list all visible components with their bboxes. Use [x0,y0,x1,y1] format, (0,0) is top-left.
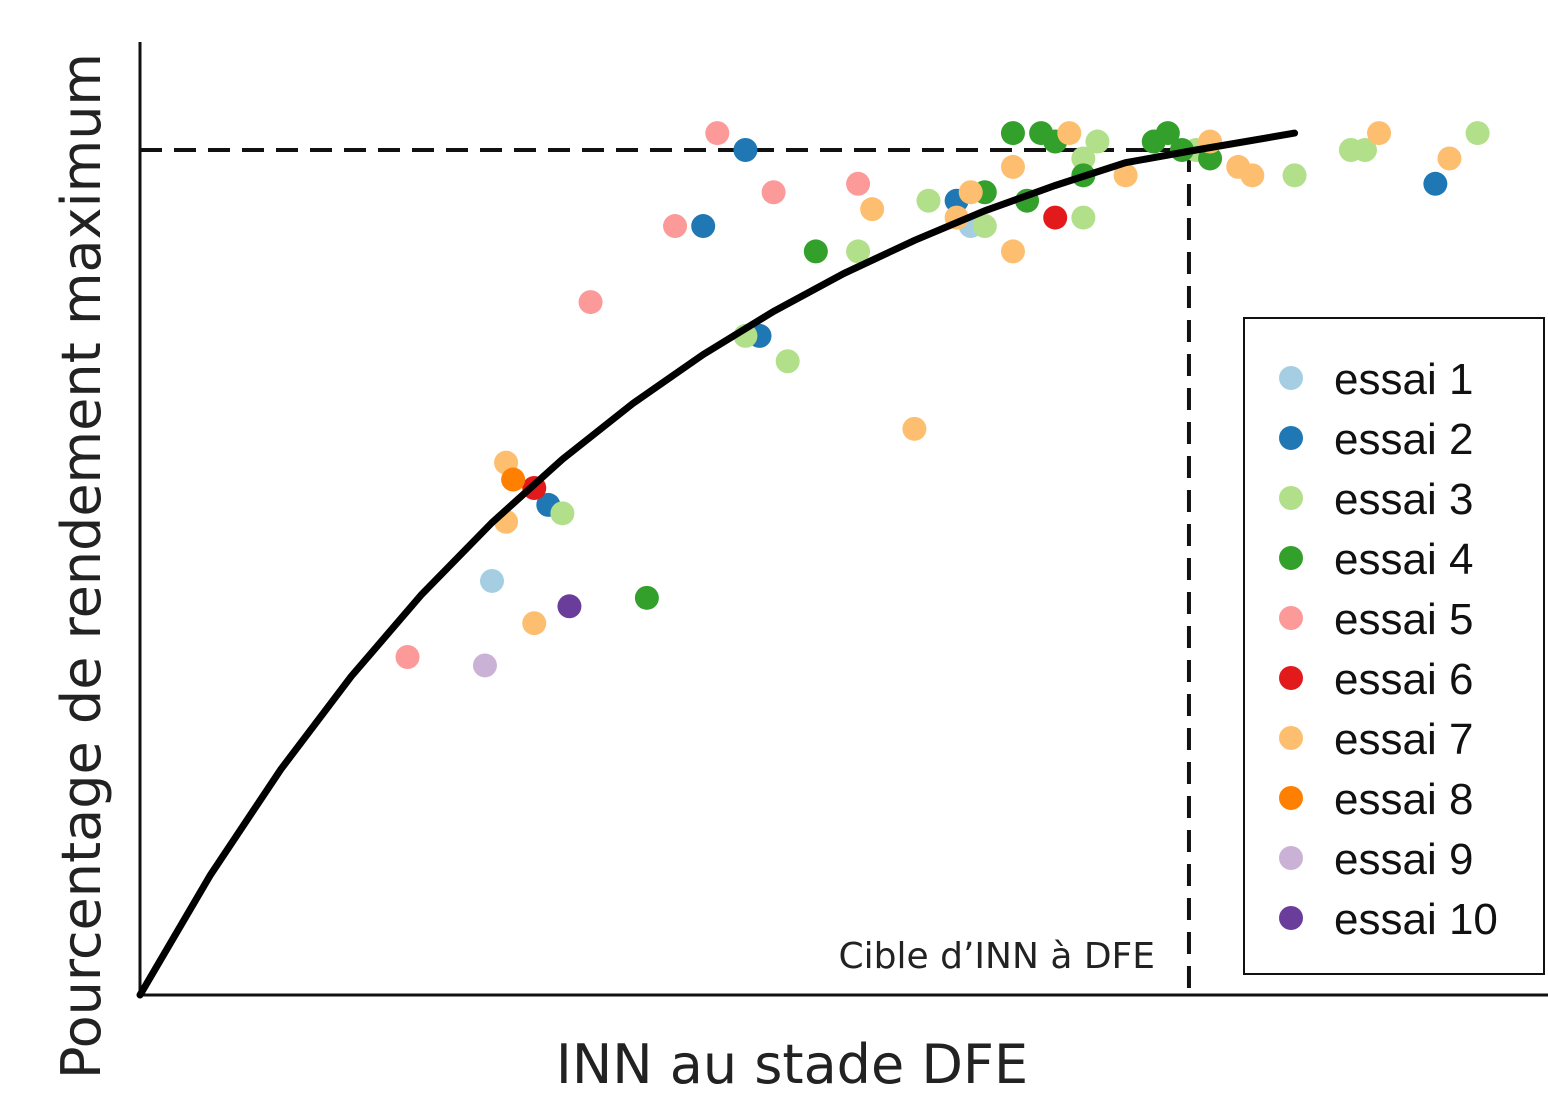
legend-marker-4 [1279,546,1303,570]
point-series5-5 [761,180,786,205]
point-series8-1 [501,467,526,492]
legend-marker-6 [1279,666,1303,690]
point-series3-8 [1071,205,1096,230]
point-series4-10 [1155,121,1180,146]
point-series5-4 [705,121,730,146]
point-series5-3 [663,214,688,239]
point-series7-8 [1000,239,1025,264]
point-series7-7 [958,180,983,205]
legend-marker-7 [1279,726,1303,750]
point-series4-5 [1000,121,1025,146]
point-series2-6 [1423,171,1448,196]
point-series3-3 [775,349,800,374]
legend-marker-10 [1279,906,1303,930]
point-series3-7 [1071,146,1096,171]
legend-label-10: essai 10 [1334,895,1498,944]
legend-label-5: essai 5 [1334,595,1473,644]
legend-marker-3 [1279,486,1303,510]
point-series4-2 [803,239,828,264]
point-series1-1 [480,568,504,593]
legend: essai 1 essai 2 essai 3 essai 4 essai 5 essai… [1243,317,1545,975]
point-series5-1 [395,645,420,669]
legend-marker-8 [1279,786,1303,810]
legend-marker-1 [1279,366,1303,390]
point-series4-12 [1198,146,1223,171]
point-series7-10 [1057,121,1082,146]
point-series7-4 [860,197,885,222]
point-series5-2 [578,290,603,315]
data-points [395,121,1490,678]
legend-label-2: essai 2 [1334,415,1473,464]
legend-label-7: essai 7 [1334,715,1473,764]
point-series7-3 [522,611,547,636]
legend-marker-5 [1279,606,1303,630]
point-series2-2 [691,214,716,239]
point-series6-2 [1043,205,1068,230]
legend-label-1: essai 1 [1334,355,1473,404]
axes [138,42,1548,997]
point-series7-9 [1000,154,1025,179]
point-series7-16 [1437,146,1462,171]
point-series5-6 [846,171,871,196]
legend-label-4: essai 4 [1334,535,1473,584]
point-series3-11 [1282,163,1307,188]
point-series2-3 [733,138,758,162]
annotation-target: Cible d’INN à DFE [839,936,1155,977]
point-series10-1 [557,594,582,619]
legend-label-6: essai 6 [1334,655,1473,704]
point-series3-5 [916,188,941,213]
point-series7-11 [1113,163,1138,188]
point-series3-13 [1352,138,1377,162]
legend-label-3: essai 3 [1334,475,1473,524]
point-series4-1 [634,585,659,610]
point-series3-6 [972,214,997,239]
point-series3-9 [1085,129,1110,154]
point-series9-1 [472,653,497,678]
point-series3-14 [1465,121,1490,146]
response-curve [136,129,1299,999]
point-series7-5 [902,416,927,441]
legend-marker-2 [1279,426,1303,450]
point-series7-14 [1240,163,1265,188]
legend-label-9: essai 9 [1334,835,1473,884]
legend-label-8: essai 8 [1334,775,1473,824]
point-series3-4 [846,239,871,264]
legend-marker-9 [1279,846,1303,870]
point-series3-1 [550,501,575,526]
y-axis-label: Pourcentage de rendement maximum [50,53,113,1079]
point-series7-15 [1367,121,1392,146]
x-axis-label: INN au stade DFE [556,1033,1028,1096]
